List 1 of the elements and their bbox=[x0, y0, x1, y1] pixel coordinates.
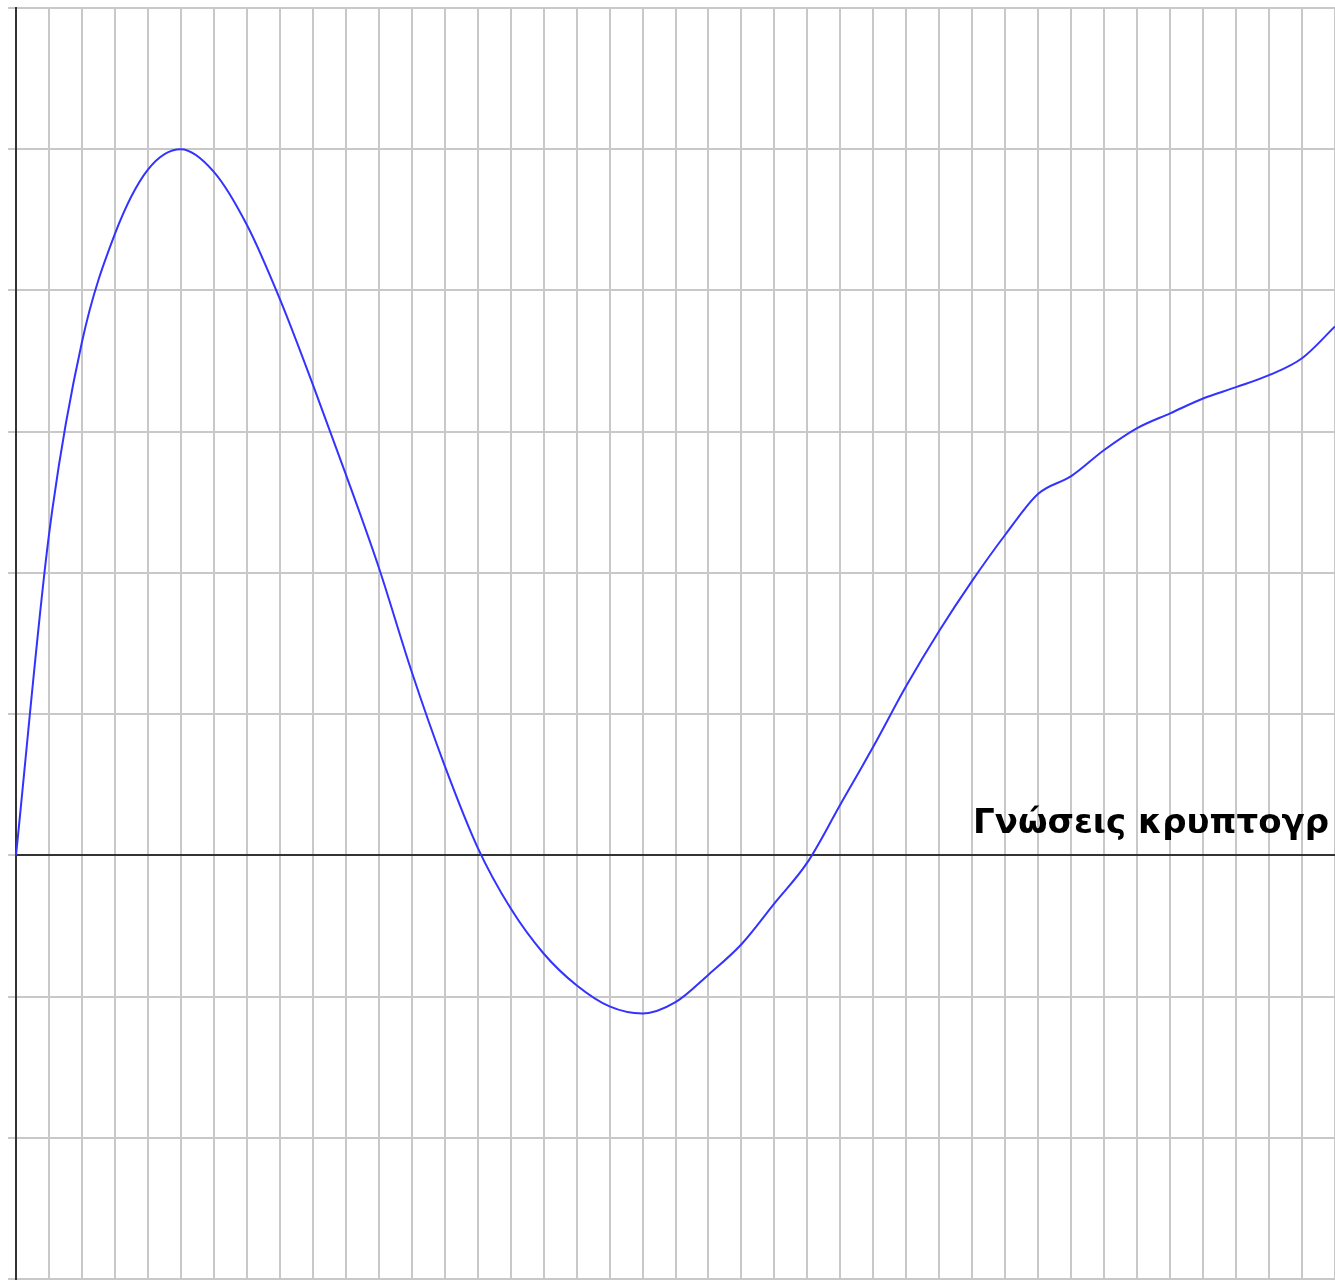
x-axis-title: Γνώσεις κρυπτογρ bbox=[973, 801, 1329, 842]
